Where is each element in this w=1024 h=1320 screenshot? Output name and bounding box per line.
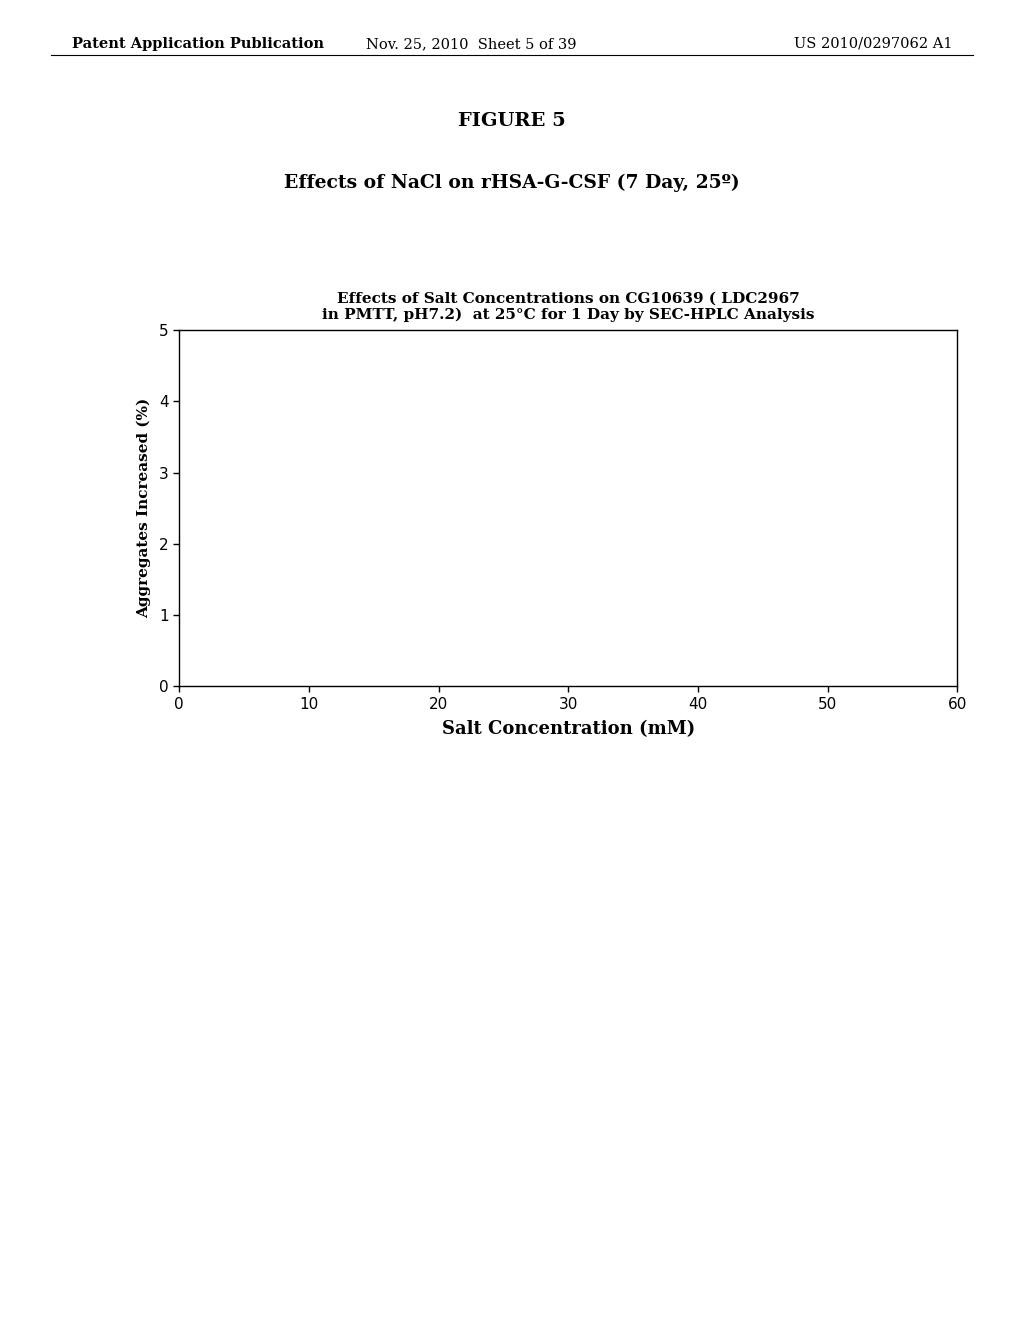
Text: FIGURE 5: FIGURE 5: [458, 112, 566, 131]
Title: Effects of Salt Concentrations on CG10639 ( LDC2967
in PMTT, pH7.2)  at 25°C for: Effects of Salt Concentrations on CG1063…: [323, 292, 814, 322]
X-axis label: Salt Concentration (mM): Salt Concentration (mM): [441, 721, 695, 738]
Text: US 2010/0297062 A1: US 2010/0297062 A1: [794, 37, 952, 51]
Text: Nov. 25, 2010  Sheet 5 of 39: Nov. 25, 2010 Sheet 5 of 39: [366, 37, 577, 51]
Text: Patent Application Publication: Patent Application Publication: [72, 37, 324, 51]
Text: Effects of NaCl on rHSA-G-CSF (7 Day, 25º): Effects of NaCl on rHSA-G-CSF (7 Day, 25…: [285, 174, 739, 193]
Y-axis label: Aggregates Increased (%): Aggregates Increased (%): [136, 399, 151, 618]
